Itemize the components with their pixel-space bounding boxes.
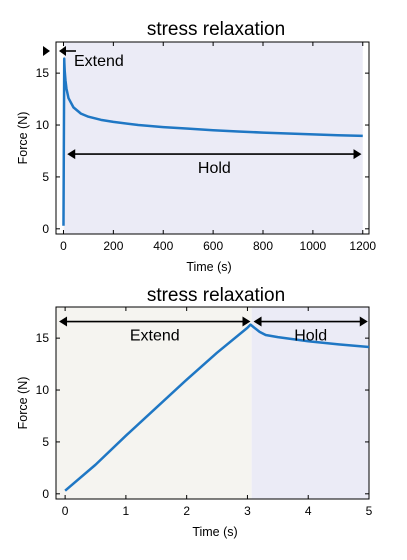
y-tick-label: 5 <box>42 435 49 449</box>
chart-title-bottom: stress relaxation <box>147 285 285 306</box>
y-tick-label: 15 <box>36 331 50 345</box>
y-tick-label: 0 <box>42 222 49 236</box>
extend-label: Extend <box>130 328 180 345</box>
x-tick-label: 800 <box>253 239 273 253</box>
y-tick-label: 10 <box>36 118 50 132</box>
plot-frame-top <box>55 41 370 235</box>
x-tick-label: 5 <box>366 504 373 518</box>
x-tick-label: 4 <box>305 504 312 518</box>
data-line-bottom <box>64 323 370 492</box>
x-tick-label: 3 <box>244 504 251 518</box>
y-tick-label: 5 <box>42 170 49 184</box>
y-tick-label: 15 <box>36 66 50 80</box>
hold-arrowhead-left <box>67 149 76 160</box>
chart-bottom: 0 1 2 3 4 5 0 5 10 15 Extend Hold stress relaxatio… <box>16 285 373 539</box>
x-tick-label: 2 <box>183 504 190 518</box>
x-axis-label-bottom: Time (s) <box>192 525 237 539</box>
region-hold <box>251 307 369 499</box>
hold-label: Hold <box>294 328 327 345</box>
chart-title-top: stress relaxation <box>147 19 285 40</box>
y-tick-label: 0 <box>42 487 49 501</box>
x-tick-label: 1200 <box>349 239 376 253</box>
y-axis-label-top: Force (N) <box>16 112 30 165</box>
x-tick-label: 0 <box>60 239 67 253</box>
x-tick-label: 1000 <box>300 239 327 253</box>
region-extend <box>56 307 252 499</box>
x-tick-label: 600 <box>203 239 223 253</box>
y-tick-label: 10 <box>36 383 50 397</box>
extend-arrowhead-left <box>59 316 68 327</box>
hold-label: Hold <box>198 160 231 177</box>
extend-label-top: Extend <box>74 53 124 70</box>
x-tick-label: 0 <box>62 504 69 518</box>
x-tick-label: 1 <box>123 504 130 518</box>
x-tick-label: 400 <box>153 239 173 253</box>
chart-top: 0 200 400 600 800 1000 1200 0 5 10 15 Hold stress … <box>16 19 376 274</box>
extend-arrowhead-top <box>59 46 66 56</box>
x-axis-label-top: Time (s) <box>186 260 231 274</box>
plot-frame-bottom <box>55 306 370 500</box>
extend-marker-arrowhead <box>43 46 50 56</box>
y-axis-label-bottom: Force (N) <box>16 377 30 430</box>
hold-arrowhead-right <box>353 149 362 160</box>
region-hold <box>64 42 363 234</box>
hold-arrowhead-right <box>359 316 368 327</box>
extend-arrowhead-right <box>242 316 251 327</box>
x-tick-label: 200 <box>103 239 123 253</box>
hold-arrowhead-left <box>253 316 262 327</box>
data-line-top <box>62 57 363 226</box>
